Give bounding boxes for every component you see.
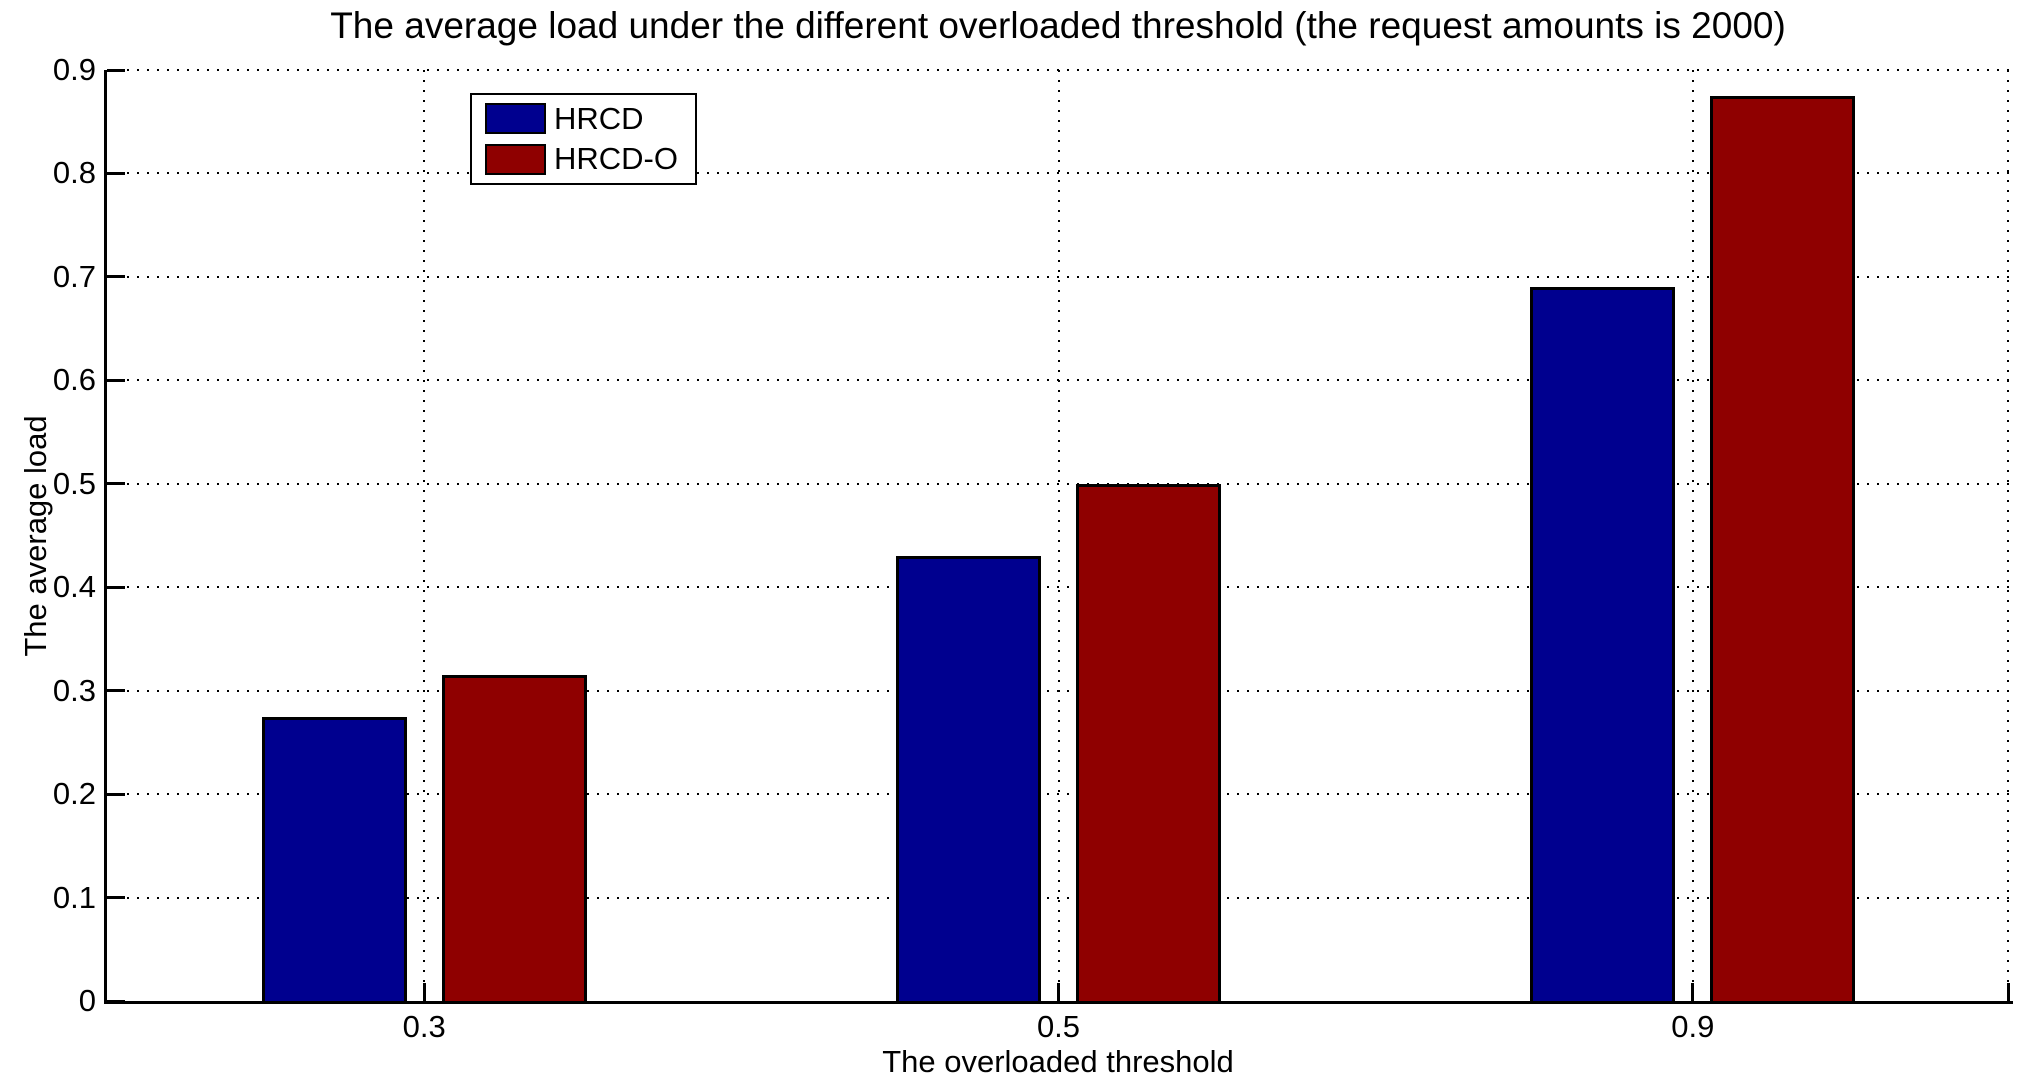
legend-label-hrcd: HRCD	[554, 100, 644, 136]
x-tick-label: 0.9	[1671, 1009, 1715, 1044]
legend-swatch-hrcd-o	[485, 143, 546, 175]
bar-hrcd-o-0.3	[442, 675, 587, 1001]
y-tick-label: 0.9	[52, 52, 96, 87]
legend-swatch-hrcd	[485, 103, 546, 135]
gridline-vertical	[1691, 70, 1694, 1001]
y-tick-label: 0.5	[52, 465, 96, 501]
y-axis-tick	[107, 585, 125, 589]
bar-hrcd-0.5	[896, 556, 1041, 1001]
plot-area: HRCD HRCD-O	[104, 68, 2013, 1004]
bar-hrcd-0.9	[1530, 287, 1675, 1001]
legend-box: HRCD HRCD-O	[470, 93, 697, 185]
y-axis-tick	[107, 378, 125, 382]
gridline-vertical	[2007, 70, 2009, 1001]
bar-hrcd-o-0.9	[1710, 96, 1855, 1001]
y-axis-tick	[107, 275, 125, 279]
x-tick-label: 0.3	[402, 1009, 446, 1044]
x-axis-tick	[2006, 983, 2010, 1001]
y-tick-label: 0.1	[52, 879, 96, 915]
legend-item-hrcd-o: HRCD-O	[485, 142, 695, 176]
y-axis-tick	[107, 792, 125, 796]
y-tick-label: 0.4	[52, 569, 96, 605]
gridline-vertical	[423, 70, 426, 1001]
y-tick-label: 0.6	[52, 362, 96, 398]
y-axis-tick	[107, 999, 125, 1003]
y-axis-tick	[107, 896, 125, 900]
y-axis-tick	[107, 482, 125, 486]
y-axis-tick	[107, 68, 125, 72]
bar-hrcd-o-0.5	[1076, 484, 1221, 1001]
bar-hrcd-0.3	[262, 717, 407, 1001]
x-axis-tick	[1057, 983, 1060, 1001]
x-axis-tick	[422, 983, 426, 1001]
y-axis-tick	[107, 171, 125, 175]
y-axis-label: The average load	[18, 415, 53, 657]
x-axis-tick	[1691, 983, 1695, 1001]
y-tick-label: 0.3	[52, 672, 96, 708]
gridline-vertical	[1057, 70, 1060, 1001]
chart-title: The average load under the different ove…	[330, 5, 1786, 46]
y-tick-label: 0.7	[52, 258, 96, 294]
y-tick-label: 0.8	[52, 155, 96, 191]
y-axis-tick	[107, 689, 125, 693]
legend-item-hrcd: HRCD	[485, 100, 695, 136]
y-tick-label: 0	[78, 983, 96, 1018]
legend-label-hrcd-o: HRCD-O	[554, 141, 678, 177]
y-tick-label: 0.2	[52, 776, 96, 812]
x-tick-label: 0.5	[1036, 1009, 1081, 1044]
x-axis-label: The overloaded threshold	[882, 1044, 1234, 1079]
